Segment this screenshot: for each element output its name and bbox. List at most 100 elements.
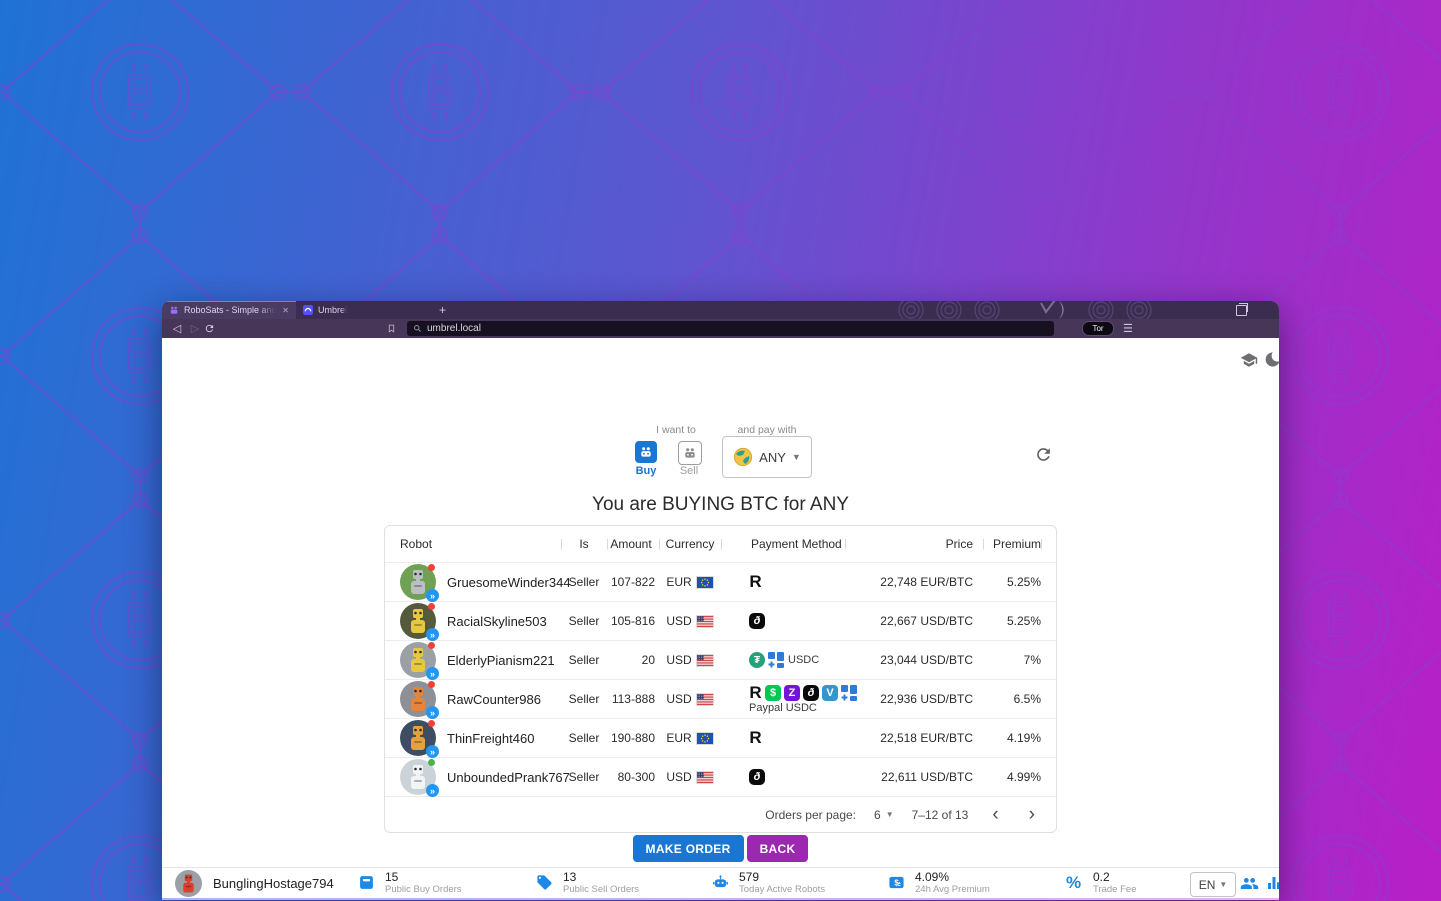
venmo-icon: V [822,684,838,701]
tab-close-icon[interactable]: ✕ [282,305,289,315]
bar-chart-icon[interactable] [1265,874,1279,893]
col-payment-method[interactable]: Payment Method [721,537,845,551]
buy-toggle[interactable] [635,441,657,463]
order-currency: EUR [659,731,721,745]
squares-pay-icon [768,652,784,669]
language-select[interactable]: EN ▼ [1190,872,1236,897]
robot-nickname: ElderlyPianism221 [447,652,555,668]
payment-currency-select[interactable]: ANY ▼ [722,436,812,478]
chevron-down-icon: ▼ [885,810,894,820]
graduation-cap-icon[interactable] [1240,351,1258,369]
stat-item: 15 Public Buy Orders [358,871,462,895]
cashapp-icon: $ [765,684,781,701]
order-amount: 105-816 [610,614,655,629]
order-book-table: Robot Is Amount Currency Payment Method … [384,525,1057,833]
globe-icon [734,447,753,467]
robot-nickname: RawCounter986 [447,691,541,707]
order-row[interactable]: » ThinFreight460 Seller 190-880 EUR R [385,718,1056,759]
order-side: Seller [568,731,600,746]
order-currency: USD [659,770,721,784]
order-row[interactable]: » GruesomeWinder344 Seller 107-822 EUR R [385,562,1056,603]
reload-icon[interactable] [204,323,222,334]
stat-value: 0.2 [1093,870,1110,884]
percent-icon: % [1066,873,1082,892]
chevrons-badge-icon: » [426,745,439,759]
tab-umbrel[interactable]: Umbrel [296,301,430,319]
status-dot [428,759,435,767]
sell-label: Sell [679,465,699,477]
order-currency: USD [659,614,721,628]
back-icon[interactable]: ◁ [172,323,182,335]
order-currency: EUR [659,575,721,589]
currency-flag-icon [695,653,714,667]
hamburger-menu-icon[interactable]: ☰ [1123,323,1133,335]
sell-toggle[interactable] [678,441,702,465]
order-amount: 80-300 [617,770,655,785]
chevron-left-icon[interactable]: ‹ [992,804,999,826]
robot-nickname: UnboundedPrank767 [447,769,570,785]
robosats-favicon [170,306,178,314]
chevron-right-icon[interactable]: › [1028,804,1035,826]
forward-icon[interactable]: ▷ [190,323,200,335]
stat-item: 579 Today Active Robots [712,871,825,895]
pricetag-icon: $ [888,874,905,891]
col-is[interactable]: Is [561,537,607,551]
order-payment-methods: ð [721,613,845,630]
chevrons-badge-icon: » [426,589,439,603]
tab-robosats[interactable]: RoboSats - Simple and Private Bit ✕ [162,301,296,319]
col-currency[interactable]: Currency [659,537,721,551]
moon-icon[interactable] [1264,351,1279,369]
col-premium[interactable]: Premium [983,537,1041,551]
order-premium: 6.5% [1013,692,1041,707]
order-row[interactable]: » RacialSkyline503 Seller 105-816 USD ð [385,601,1056,642]
buy-label: Buy [635,465,657,477]
stat-item: % 0.2 Trade Fee [1066,870,1136,896]
swirl-pay-icon: ð [803,684,819,701]
robot-avatar: » [400,564,439,603]
url-bar[interactable]: umbrel.local [407,321,1054,336]
currency-flag-icon [695,770,714,784]
order-premium: 7% [1023,653,1041,668]
refresh-icon[interactable] [1034,445,1054,465]
orders-per-page-label: Orders per page: [765,807,857,822]
order-row[interactable]: » ElderlyPianism221 Seller 20 USD ₮ USDC [385,640,1056,681]
url-text: umbrel.local [427,323,481,334]
stat-label: Public Sell Orders [563,884,640,895]
col-robot[interactable]: Robot [400,537,561,551]
tor-circuit-button[interactable]: Tor [1082,321,1114,336]
order-payment-methods: R [721,728,845,747]
back-button[interactable]: BACK [746,835,809,862]
page-content: I want to and pay with Buy Sell ANY ▼ Yo… [162,338,1279,867]
stat-value: 4.09% [915,870,950,884]
order-price: 22,611 USD/BTC [881,770,973,785]
people-icon[interactable] [1240,874,1259,893]
order-price: 22,748 EUR/BTC [880,575,973,590]
order-price: 23,044 USD/BTC [880,653,973,668]
table-header-row: Robot Is Amount Currency Payment Method … [385,526,1056,562]
new-tab-button[interactable]: + [439,303,447,317]
order-price: 22,936 USD/BTC [880,692,973,707]
robot-profile-button[interactable]: BunglingHostage794 [175,870,334,897]
make-order-button[interactable]: MAKE ORDER [632,835,744,862]
order-row[interactable]: » UnboundedPrank767 Seller 80-300 USD ð [385,757,1056,798]
order-amount: 113-888 [611,692,655,707]
robot-icon [641,447,651,457]
robot-avatar: » [400,759,439,798]
order-payment-methods: R [721,572,845,591]
tab-title: RoboSats - Simple and Private Bit [184,305,276,315]
robot-icon [685,448,695,458]
squares-pay-icon [841,684,857,701]
order-amount: 190-880 [610,731,655,746]
bookmark-icon[interactable] [387,323,405,334]
col-amount[interactable]: Amount [607,537,659,551]
col-price[interactable]: Price [845,537,983,551]
status-dot [428,603,435,611]
per-page-select[interactable]: 6 ▼ [874,807,894,822]
stat-label: Today Active Robots [739,884,826,895]
window-restore-icon[interactable] [1236,303,1248,316]
pagination-bar: Orders per page: 6 ▼ 7–12 of 13 ‹ › [385,796,1056,832]
order-premium: 5.25% [1006,614,1041,629]
currency-flag-icon [695,575,714,589]
